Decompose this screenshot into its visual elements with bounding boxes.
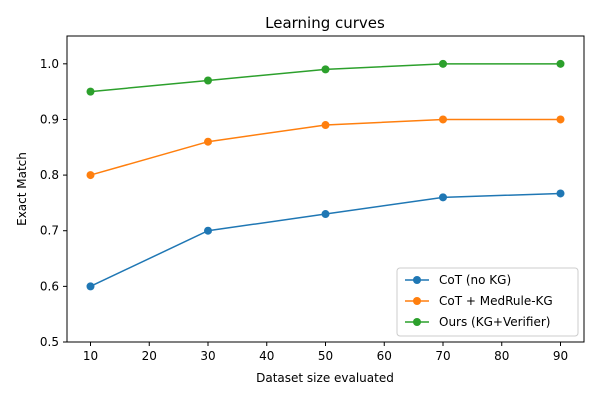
legend-label-2: Ours (KG+Verifier) [439, 315, 550, 329]
data-point-2-0 [86, 87, 95, 96]
data-point-0-1 [204, 226, 212, 235]
data-point-1-0 [86, 171, 95, 180]
series-2 [86, 59, 565, 96]
data-point-0-0 [86, 282, 95, 291]
x-tick-label-3: 40 [259, 349, 274, 363]
plot-area [86, 59, 565, 291]
legend: CoT (no KG) CoT + MedRule-KG Ours (KG+Veri… [396, 267, 579, 337]
data-point-0-3 [439, 193, 447, 202]
data-point-2-1 [204, 76, 212, 85]
x-tick-label-6: 70 [435, 349, 450, 363]
legend-marker-0 [413, 276, 421, 284]
legend-marker-2 [413, 318, 421, 326]
data-point-1-2 [321, 121, 330, 130]
data-point-1-3 [439, 115, 447, 124]
legend-marker-1 [413, 297, 421, 305]
y-axis-label: Exact Match [15, 152, 29, 226]
y-tick-label-2: 0.7 [40, 224, 59, 238]
y-tick-label-3: 0.8 [40, 168, 59, 182]
x-tick-label-0: 10 [83, 349, 98, 363]
axes: 10 20 30 40 50 60 70 80 90 0.5 0.6 0.7 0.8 0.9 1.0 [40, 35, 585, 363]
data-point-0-2 [321, 210, 330, 219]
data-point-2-2 [321, 65, 330, 74]
data-point-1-4 [556, 115, 565, 124]
x-tick-label-4: 50 [318, 349, 333, 363]
data-point-2-3 [439, 59, 447, 68]
data-point-2-4 [556, 59, 565, 68]
x-tick-label-7: 80 [494, 349, 509, 363]
chart-title: Learning curves [265, 14, 385, 32]
legend-label-0: CoT (no KG) [439, 273, 511, 287]
x-tick-label-2: 30 [200, 349, 215, 363]
y-tick-label-1: 0.6 [40, 279, 59, 293]
data-point-0-4 [556, 189, 565, 198]
legend-box [396, 267, 579, 337]
y-tick-label-0: 0.5 [40, 335, 59, 349]
y-tick-label-5: 1.0 [40, 57, 59, 71]
x-tick-label-8: 90 [553, 349, 568, 363]
x-tick-label-5: 60 [377, 349, 392, 363]
legend-label-1: CoT + MedRule-KG [439, 294, 553, 308]
y-tick-label-4: 0.9 [40, 112, 59, 126]
x-tick-label-1: 20 [142, 349, 157, 363]
series-1 [86, 115, 565, 180]
data-point-1-1 [204, 137, 212, 146]
series-0 [86, 189, 565, 291]
x-axis-label: Dataset size evaluated [256, 371, 394, 385]
